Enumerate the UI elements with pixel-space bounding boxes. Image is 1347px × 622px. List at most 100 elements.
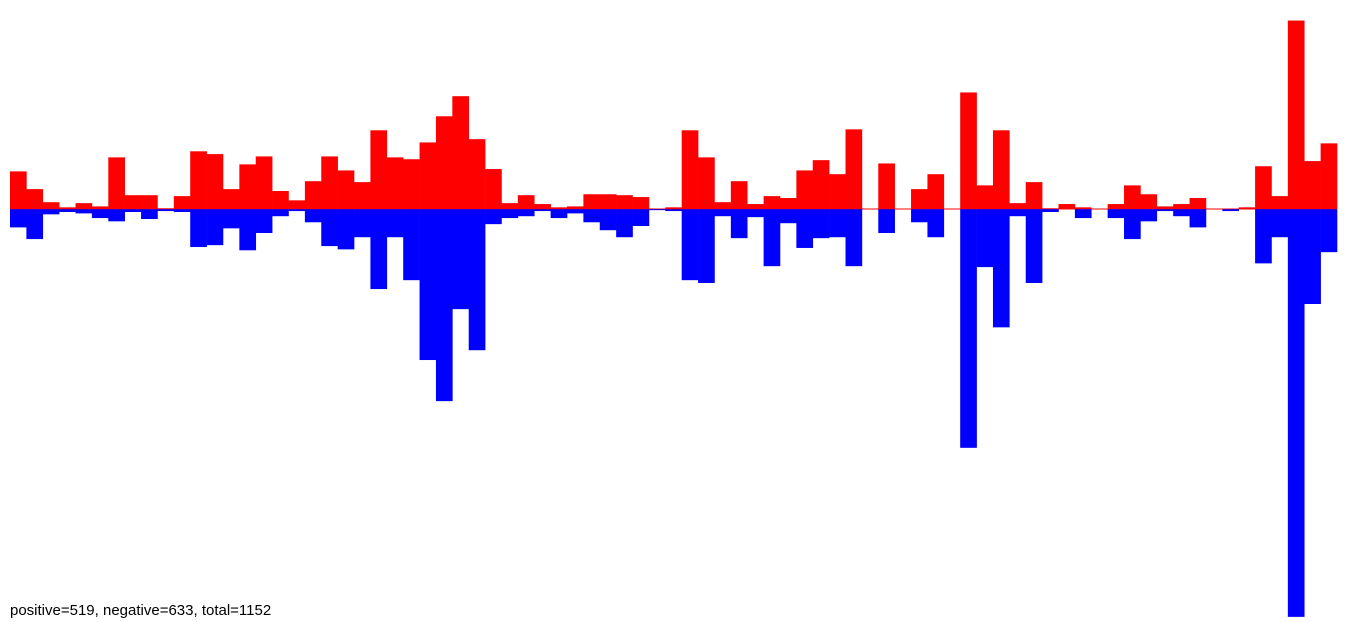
bar: [354, 182, 371, 210]
bar: [632, 209, 650, 227]
bar: [845, 129, 863, 210]
bar: [1124, 209, 1141, 240]
bar: [403, 159, 420, 210]
bar: [681, 130, 699, 210]
bar: [812, 209, 830, 239]
bar: [403, 209, 420, 281]
bar: [1009, 209, 1027, 217]
bar: [812, 160, 830, 210]
bar: [1074, 207, 1092, 210]
bar: [567, 209, 584, 214]
bar: [26, 209, 44, 240]
bar: [157, 209, 175, 212]
bar: [288, 209, 306, 212]
bar: [927, 174, 945, 210]
bar: [141, 195, 158, 210]
bar: [386, 209, 404, 238]
bar: [1042, 209, 1059, 213]
bar: [272, 190, 289, 210]
bar: [501, 203, 519, 210]
bar: [337, 209, 355, 250]
bar: [550, 207, 568, 210]
bar: [1173, 204, 1190, 210]
bar: [829, 174, 846, 210]
bar: [1189, 209, 1207, 228]
bar: [452, 209, 470, 310]
bar: [1058, 204, 1076, 210]
bar: [665, 209, 682, 212]
bar: [960, 209, 977, 448]
bar: [1238, 207, 1256, 210]
bar: [1140, 194, 1158, 210]
bar: [616, 195, 633, 210]
bar: [992, 209, 1010, 328]
bar: [10, 171, 27, 210]
bar: [501, 209, 519, 219]
bar: [1320, 209, 1338, 253]
bar: [878, 209, 895, 234]
bar: [583, 209, 601, 223]
bar: [1025, 182, 1043, 210]
bar: [763, 209, 781, 267]
bar: [583, 194, 601, 210]
bar: [1025, 209, 1043, 283]
bar: [1156, 209, 1174, 212]
bar: [1255, 166, 1272, 210]
bar: [206, 154, 224, 210]
bar: [10, 209, 27, 228]
bar: [59, 207, 76, 210]
bar: [1271, 209, 1289, 238]
bar: [321, 209, 338, 247]
bar: [567, 206, 584, 210]
bar: [435, 209, 453, 402]
bar: [321, 156, 338, 210]
bar: [255, 156, 273, 210]
bar: [534, 204, 551, 210]
bar: [714, 202, 732, 210]
bar: [26, 189, 44, 210]
bar: [124, 209, 142, 213]
bar: [222, 209, 240, 229]
bar: [157, 208, 175, 210]
bar: [1173, 209, 1190, 217]
bar: [468, 209, 486, 351]
bar: [550, 209, 568, 219]
bar: [91, 206, 109, 210]
bar: [272, 209, 289, 217]
bar: [255, 209, 273, 234]
summary-text: positive=519, negative=633, total=1152: [10, 602, 271, 619]
bar: [435, 116, 453, 210]
bar: [796, 170, 814, 210]
bar: [190, 209, 207, 248]
bar: [108, 209, 125, 222]
bar: [222, 189, 240, 210]
bar: [304, 209, 322, 223]
bar: [419, 142, 437, 210]
bar: [1222, 209, 1240, 212]
bar: [714, 209, 732, 217]
bar: [91, 209, 109, 219]
bar: [206, 209, 224, 246]
bar: [681, 209, 699, 281]
bar: [141, 209, 158, 220]
bar: [173, 196, 191, 210]
bar: [42, 202, 60, 210]
bar: [845, 209, 863, 267]
bar: [452, 96, 470, 210]
bar: [75, 209, 93, 214]
bar: [386, 157, 404, 210]
bar: [337, 170, 355, 210]
bar: [698, 209, 715, 283]
bar: [485, 209, 502, 225]
bar: [1124, 185, 1141, 210]
bar: [960, 92, 977, 210]
bar: [1271, 196, 1289, 210]
bar: [304, 181, 322, 210]
bar: [730, 181, 748, 210]
bar: [665, 207, 682, 210]
bar: [534, 209, 551, 212]
bar: [763, 196, 781, 210]
bar: [517, 195, 535, 210]
bar: [1107, 209, 1125, 219]
